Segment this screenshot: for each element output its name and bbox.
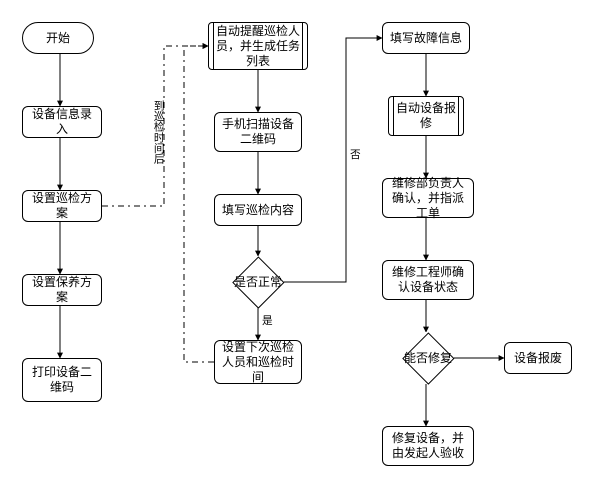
node-is_normal: 是否正常 (232, 256, 284, 308)
node-fill_fault: 填写故障信息 (382, 22, 470, 54)
node-start: 开始 (22, 22, 94, 54)
node-fix_accept: 修复设备，并由发起人验收 (382, 426, 474, 466)
node-label-can_fix: 能否修复 (402, 332, 454, 384)
node-set_next: 设置下次巡检人员和巡检时间 (214, 340, 302, 384)
node-scrap: 设备报废 (504, 342, 572, 374)
node-eng_confirm: 维修工程师确认设备状态 (382, 260, 474, 300)
edge-9 (184, 46, 214, 362)
node-auto_repair: 自动设备报修 (388, 96, 464, 136)
node-can_fix: 能否修复 (402, 332, 454, 384)
node-scan_qr: 手机扫描设备二维码 (214, 112, 302, 152)
flowchart-canvas: 开始设备信息录入设置巡检方案设置保养方案打印设备二维码 自动提醒巡检人员，并生成任… (0, 0, 601, 500)
edge-10 (284, 38, 382, 282)
node-dev_info: 设备信息录入 (22, 106, 102, 138)
node-auto_remind: 自动提醒巡检人员，并生成任务列表 (208, 22, 308, 70)
node-set_inspect: 设置巡检方案 (22, 190, 102, 222)
edge-label-4: 到巡检时间后 (152, 100, 164, 164)
node-set_maint: 设置保养方案 (22, 274, 102, 306)
node-label-is_normal: 是否正常 (232, 256, 284, 308)
edge-layer (0, 0, 601, 500)
node-confirm_assign: 维修部负责人确认，并指派工单 (382, 178, 474, 218)
node-fill_inspect: 填写巡检内容 (214, 194, 302, 226)
node-print_qr: 打印设备二维码 (22, 358, 102, 402)
edge-label-10: 否 (350, 150, 361, 162)
edge-label-8: 是 (262, 316, 273, 328)
